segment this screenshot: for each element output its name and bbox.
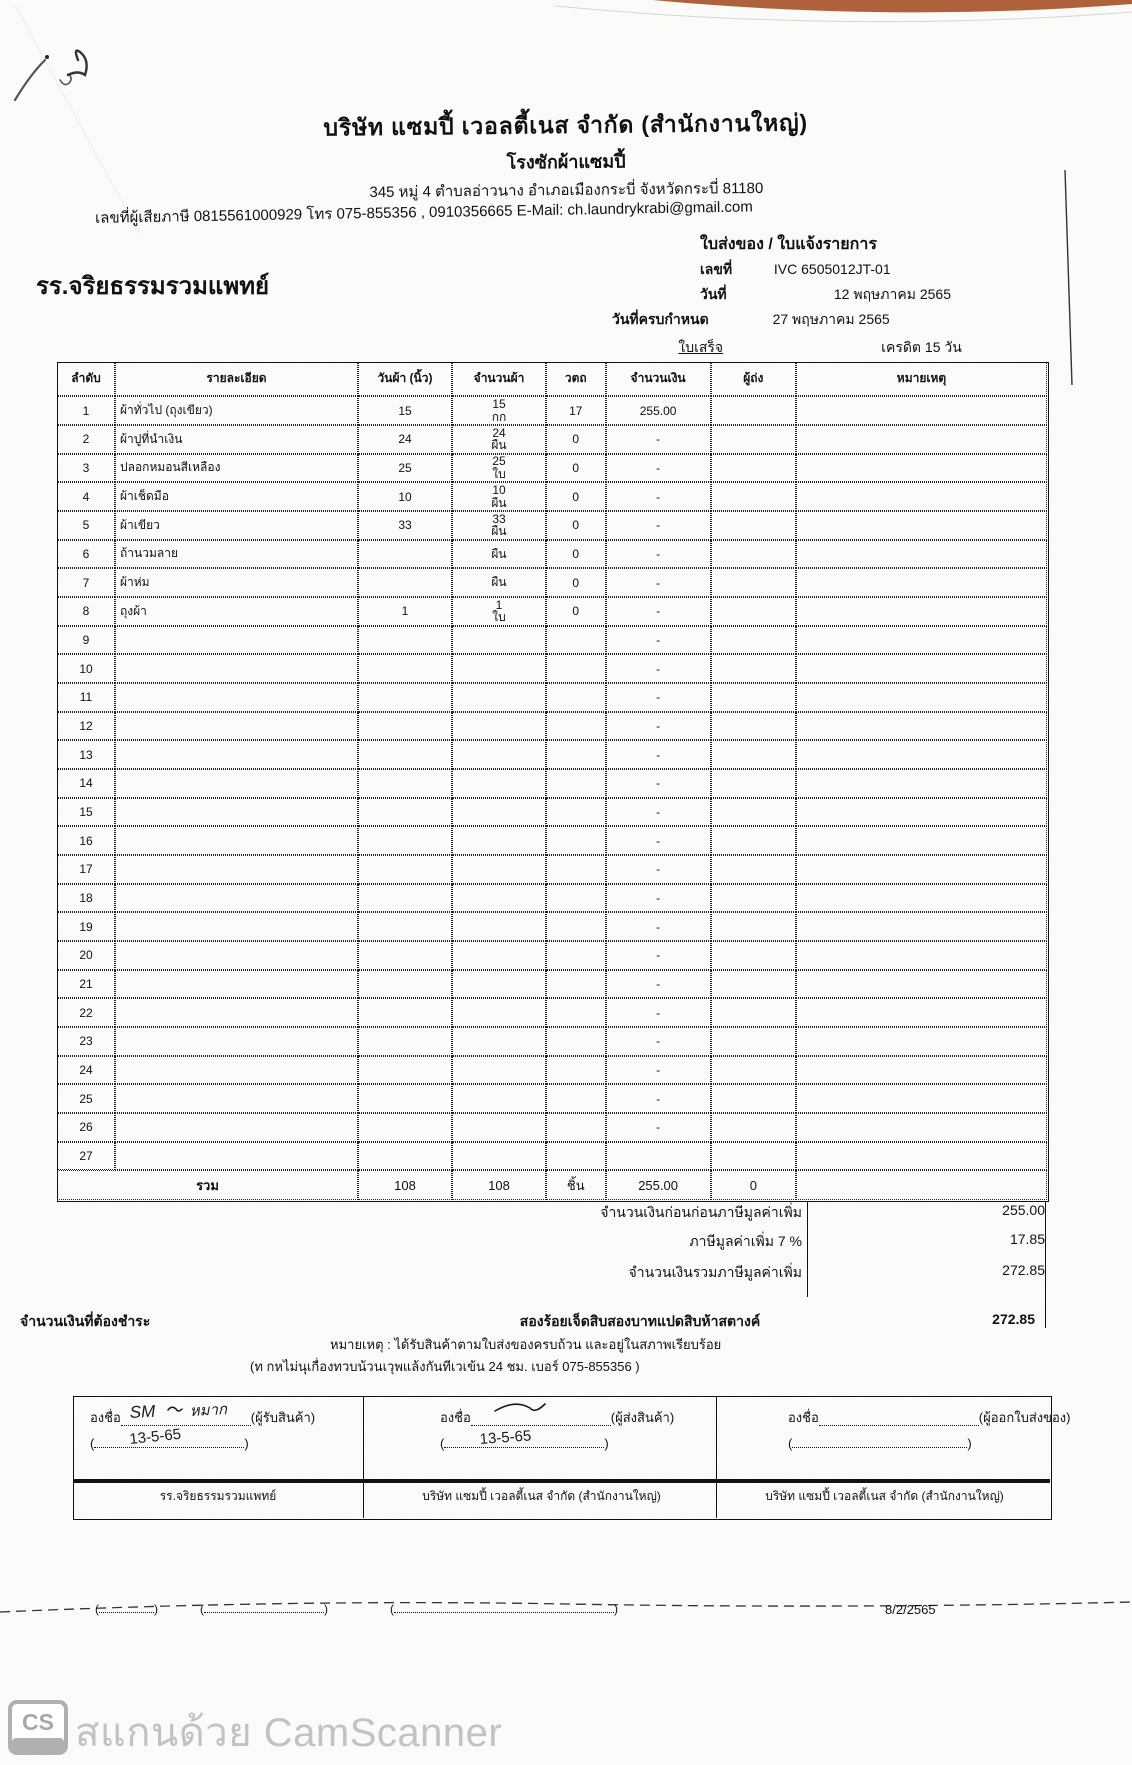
svg-text:13-5-65: 13-5-65 bbox=[129, 1425, 182, 1447]
svg-text:SM: SM bbox=[129, 1401, 156, 1421]
svg-text:13-5-65: 13-5-65 bbox=[479, 1427, 532, 1448]
svg-text:CS: CS bbox=[22, 1709, 54, 1735]
svg-text:หมาก: หมาก bbox=[189, 1401, 228, 1420]
